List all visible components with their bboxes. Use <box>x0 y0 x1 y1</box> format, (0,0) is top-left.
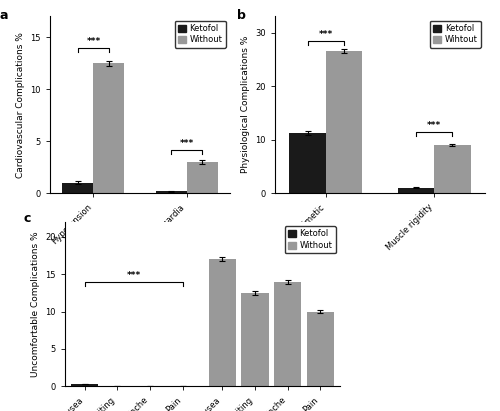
Text: ***: *** <box>427 121 442 130</box>
Bar <box>274 282 301 386</box>
Text: ***: *** <box>318 30 333 39</box>
Text: ***: *** <box>180 139 194 148</box>
Bar <box>209 259 236 386</box>
Bar <box>72 384 99 386</box>
Bar <box>398 188 434 193</box>
Legend: Ketofol, Without: Ketofol, Without <box>174 21 226 48</box>
Bar <box>306 312 334 386</box>
Legend: Ketofol, Without: Ketofol, Without <box>284 226 336 253</box>
Text: ***: *** <box>126 272 141 280</box>
Text: ***: *** <box>86 37 101 46</box>
Y-axis label: Physiological Complications %: Physiological Complications % <box>241 36 250 173</box>
Bar <box>156 191 186 193</box>
Bar <box>326 51 362 193</box>
Text: b: b <box>237 9 246 22</box>
Text: c: c <box>24 212 31 225</box>
Bar <box>186 162 218 193</box>
Bar <box>94 63 124 193</box>
Bar <box>62 183 94 193</box>
Legend: Ketofol, Wihtout: Ketofol, Wihtout <box>430 21 481 48</box>
Y-axis label: Uncomfortable Complications %: Uncomfortable Complications % <box>31 231 40 377</box>
Bar <box>242 293 268 386</box>
Y-axis label: Cardiovascular Complications %: Cardiovascular Complications % <box>16 32 25 178</box>
Bar <box>290 133 326 193</box>
Bar <box>434 145 470 193</box>
Text: a: a <box>0 9 8 22</box>
